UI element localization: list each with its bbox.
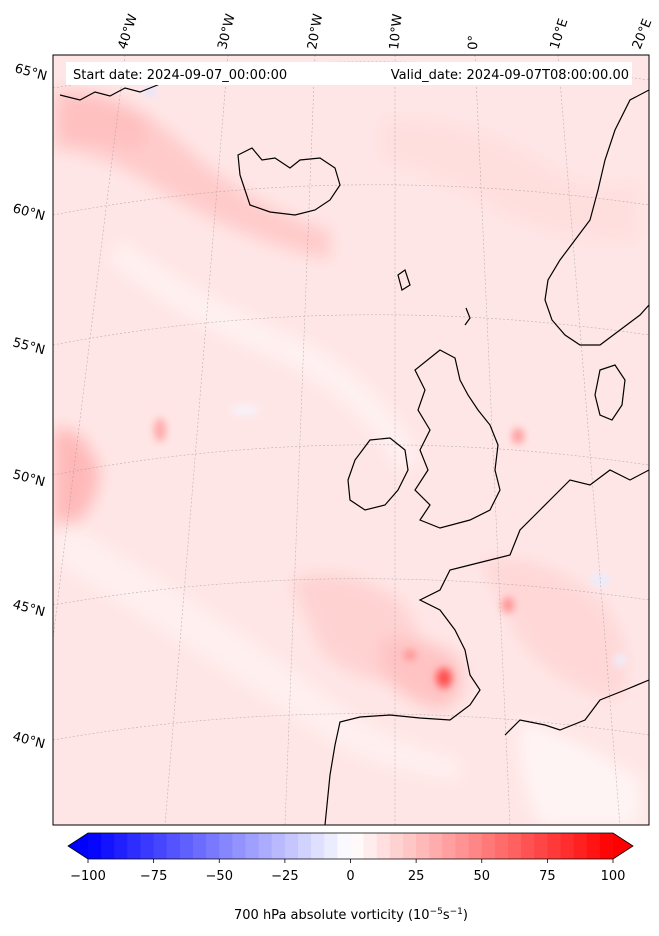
valid-date-label: Valid_date: 2024-09-07T08:00:00.00 <box>391 68 629 83</box>
colorbar-tick-label: 100 <box>601 869 626 884</box>
lon-label-20w: 20°W <box>305 13 326 51</box>
colorbar-segment <box>258 833 273 859</box>
coastline-great-britain <box>414 349 501 529</box>
coastline-continent <box>324 469 649 825</box>
lon-label-20e: 20°E <box>630 17 656 52</box>
lat-label-50n: 50°N <box>11 467 47 490</box>
vorticity-field <box>53 55 649 825</box>
colorbar-segment <box>324 833 338 859</box>
colorbar-segment <box>560 833 575 859</box>
colorbar-max-arrow <box>613 833 633 859</box>
colorbar-segment <box>271 833 286 859</box>
colorbar-segment <box>599 833 614 859</box>
info-box <box>66 62 632 85</box>
colorbar-segment <box>468 833 483 859</box>
colorbar-segment <box>416 833 430 859</box>
colorbar-tick-label: −75 <box>140 869 167 884</box>
longitude-labels: 40°W 30°W 20°W 10°W 0° 10°E 20°E <box>116 12 656 51</box>
colorbar-segment <box>455 833 470 859</box>
colorbar-segment <box>389 833 404 859</box>
colorbar-segment <box>573 833 588 859</box>
colorbar-segment <box>206 833 220 859</box>
colorbar-segment <box>521 833 535 859</box>
colorbar-tick-label: 75 <box>539 869 556 884</box>
colorbar-segment <box>166 833 181 859</box>
lon-label-40w: 40°W <box>116 12 141 51</box>
coastlines <box>59 83 649 825</box>
map-panel: Start date: 2024-09-07_00:00:00 Valid_da… <box>52 54 650 826</box>
coastline-iceland <box>237 147 341 216</box>
colorbar-segment <box>534 833 548 859</box>
colorbar-label: 700 hPa absolute vorticity (10−5s−1) <box>234 907 468 923</box>
lon-label-10w: 10°W <box>387 13 406 50</box>
lon-label-10e: 10°E <box>548 17 572 51</box>
colorbar-segment <box>232 833 246 859</box>
colorbar-segment <box>547 833 561 859</box>
coastline-greenland <box>59 83 161 101</box>
coastline-norway <box>544 89 649 346</box>
colorbar-segment <box>193 833 207 859</box>
colorbar-segment <box>337 833 351 859</box>
lon-label-0: 0° <box>466 35 482 50</box>
colorbar-segment <box>376 833 391 859</box>
lat-label-55n: 55°N <box>11 335 47 358</box>
colorbar-segment <box>219 833 233 859</box>
latitude-labels: 65°N 60°N 55°N 50°N 45°N 40°N <box>11 61 49 752</box>
colorbar-segment <box>153 833 168 859</box>
colorbar-segment <box>298 833 312 859</box>
colorbar-segment <box>179 833 194 859</box>
colorbar-segment <box>508 833 522 859</box>
colorbar-tick-label: 25 <box>408 869 425 884</box>
colorbar-segments <box>88 833 614 859</box>
colorbar-segment <box>114 833 128 859</box>
colorbar-segment <box>127 833 141 859</box>
colorbar-min-arrow <box>68 833 88 859</box>
colorbar-segment <box>101 833 115 859</box>
colorbar-segment <box>245 833 260 859</box>
colorbar-segment <box>442 833 456 859</box>
colorbar-tick-label: −25 <box>271 869 298 884</box>
lat-label-65n: 65°N <box>13 61 49 84</box>
colorbar-segment <box>88 833 102 859</box>
lat-label-45n: 45°N <box>11 597 47 620</box>
colorbar-segment <box>140 833 155 859</box>
colorbar-tick-label: 50 <box>473 869 490 884</box>
coastline-med <box>504 679 649 736</box>
coastline-denmark <box>594 364 626 421</box>
colorbar-tick-label: 0 <box>346 869 354 884</box>
colorbar-segment <box>429 833 443 859</box>
colorbar-segment <box>481 833 496 859</box>
colorbar-tick-label: −100 <box>70 869 106 884</box>
colorbar-segment <box>586 833 601 859</box>
colorbar: −100 −75 −50 −25 0 25 50 75 100 700 hPa absolute… <box>67 832 634 923</box>
colorbar-segment <box>403 833 417 859</box>
lon-label-30w: 30°W <box>215 12 238 51</box>
lat-label-60n: 60°N <box>11 201 47 224</box>
colorbar-tick-label: −50 <box>206 869 233 884</box>
colorbar-segment <box>311 833 325 859</box>
colorbar-segment <box>284 833 299 859</box>
colorbar-segment <box>350 833 365 859</box>
colorbar-segment <box>494 833 509 859</box>
coastline-ireland <box>347 437 409 511</box>
start-date-label: Start date: 2024-09-07_00:00:00 <box>73 68 287 83</box>
map-frame <box>52 54 650 826</box>
colorbar-ticks: −100 −75 −50 −25 0 25 50 75 100 <box>70 859 625 884</box>
lat-label-40n: 40°N <box>11 729 47 752</box>
colorbar-segment <box>363 833 378 859</box>
